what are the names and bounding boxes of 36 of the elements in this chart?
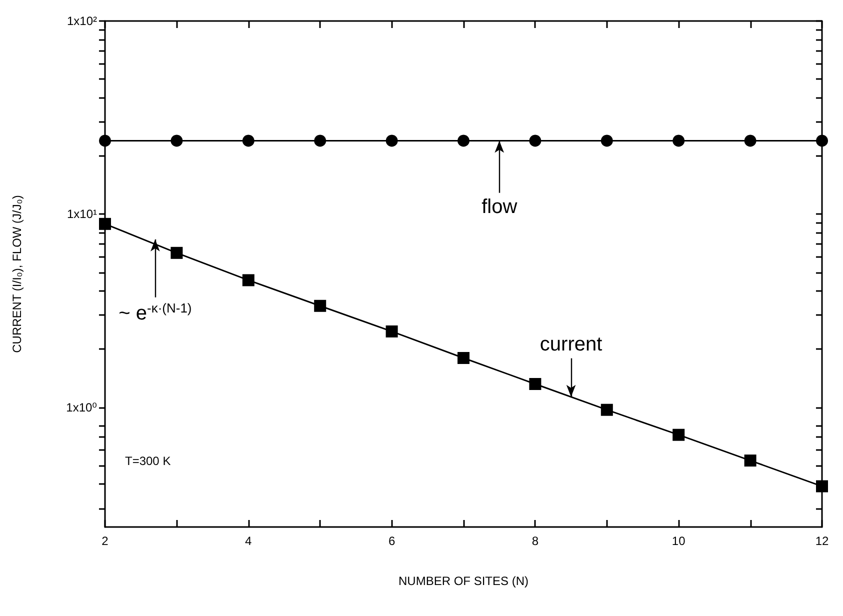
point xyxy=(672,134,685,147)
series-label: current xyxy=(540,333,603,356)
point xyxy=(816,480,828,492)
point xyxy=(744,134,756,147)
x-tick-label: 8 xyxy=(532,534,539,548)
point xyxy=(170,134,183,147)
point xyxy=(386,325,398,338)
point xyxy=(529,378,542,390)
point xyxy=(600,404,613,416)
point xyxy=(529,134,542,147)
y-tick-label: 1x10¹ xyxy=(66,207,97,222)
y-tick-label: 1x10² xyxy=(66,14,97,28)
point xyxy=(170,246,183,259)
point xyxy=(816,134,828,147)
y-tick-label: 1x10⁰ xyxy=(66,400,98,414)
point xyxy=(672,428,685,441)
x-axis-title: NUMBER OF SITES (N) xyxy=(398,574,529,588)
x-tick-label: 2 xyxy=(102,534,109,548)
point xyxy=(99,134,111,147)
text: flow xyxy=(482,196,518,218)
point xyxy=(386,134,398,147)
y-axis-title: CURRENT (I/I₀), FLOW (J/J₀) xyxy=(10,195,24,353)
point xyxy=(99,218,111,230)
point xyxy=(242,134,254,147)
point xyxy=(242,274,254,286)
point xyxy=(314,300,326,312)
point xyxy=(458,352,470,364)
point xyxy=(314,134,326,147)
x-tick-label: 6 xyxy=(388,534,396,548)
point xyxy=(458,134,470,147)
annotation: T=300 K xyxy=(125,454,171,468)
x-tick-label: 10 xyxy=(672,534,686,548)
x-tick-label: 4 xyxy=(245,534,252,548)
point xyxy=(600,134,613,147)
x-tick-label: 12 xyxy=(815,534,829,548)
point xyxy=(744,454,756,467)
